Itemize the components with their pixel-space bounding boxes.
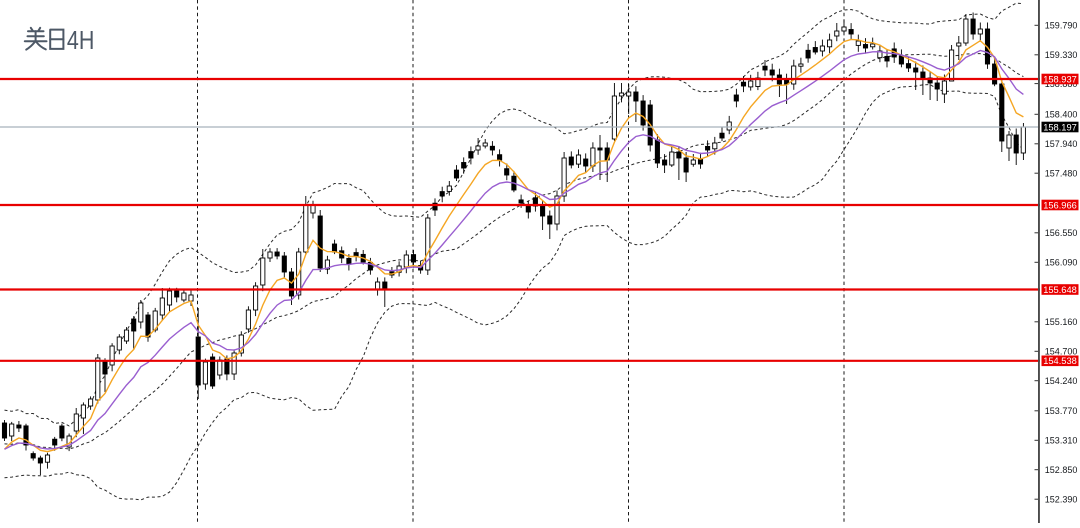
- svg-text:156.090: 156.090: [1045, 258, 1078, 268]
- svg-text:152.850: 152.850: [1045, 465, 1078, 475]
- svg-text:154.700: 154.700: [1045, 347, 1078, 357]
- svg-text:158.197: 158.197: [1043, 122, 1077, 132]
- svg-text:155.160: 155.160: [1045, 317, 1078, 327]
- svg-text:154.538: 154.538: [1043, 356, 1077, 366]
- svg-text:157.940: 157.940: [1045, 139, 1078, 149]
- svg-text:153.770: 153.770: [1045, 406, 1078, 416]
- svg-text:158.937: 158.937: [1043, 74, 1077, 84]
- svg-text:156.966: 156.966: [1043, 200, 1077, 210]
- svg-text:156.550: 156.550: [1045, 228, 1078, 238]
- svg-text:159.330: 159.330: [1045, 50, 1078, 60]
- svg-text:154.240: 154.240: [1045, 376, 1078, 386]
- svg-text:155.648: 155.648: [1043, 285, 1077, 295]
- svg-text:159.790: 159.790: [1045, 21, 1078, 31]
- svg-text:158.400: 158.400: [1045, 110, 1078, 120]
- svg-text:157.480: 157.480: [1045, 168, 1078, 178]
- svg-text:4H: 4H: [67, 25, 95, 55]
- svg-text:153.310: 153.310: [1045, 436, 1078, 446]
- svg-text:152.390: 152.390: [1045, 494, 1078, 504]
